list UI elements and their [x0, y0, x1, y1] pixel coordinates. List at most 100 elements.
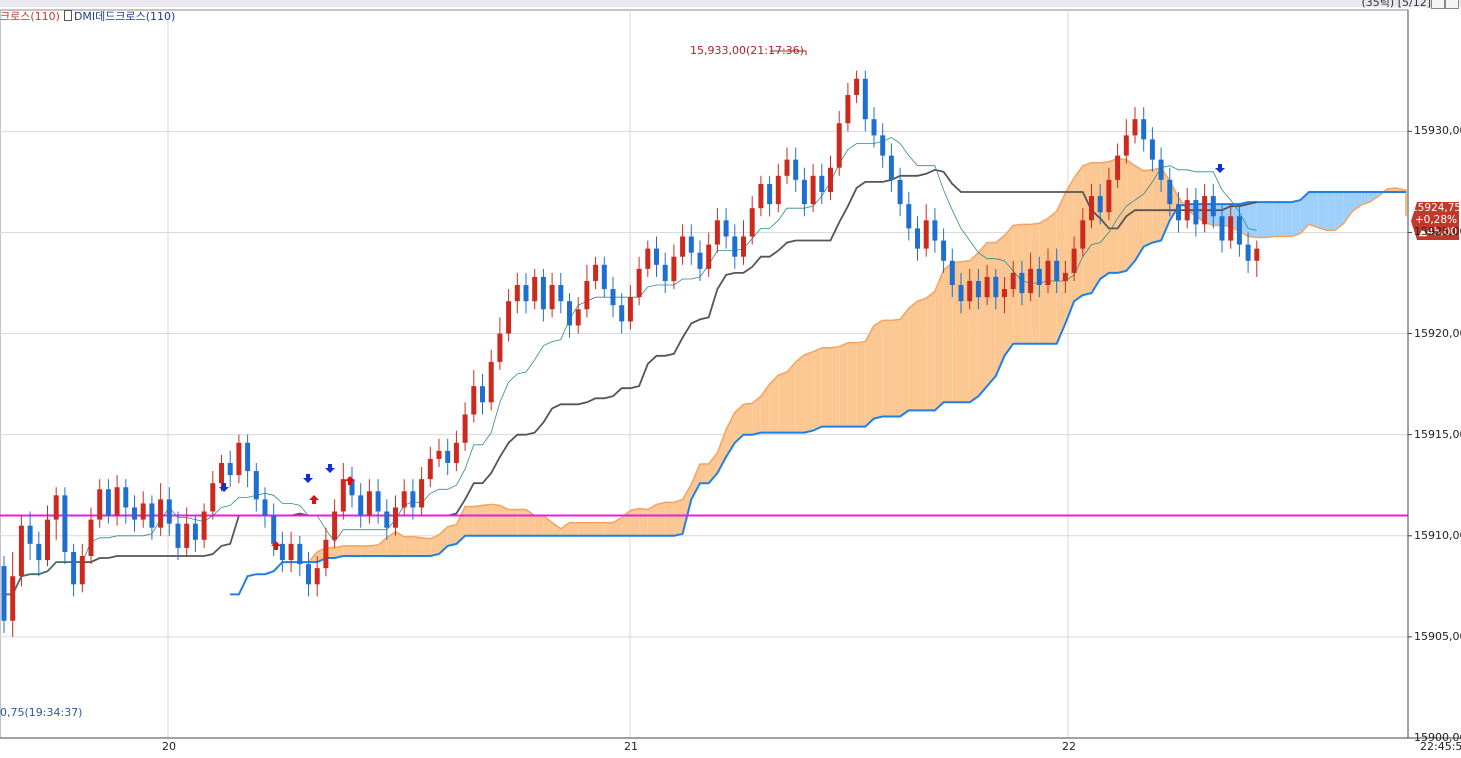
candle	[184, 523, 190, 548]
candle	[123, 487, 129, 508]
candle	[775, 175, 781, 205]
candle	[558, 285, 564, 302]
ichimoku-cloud	[926, 291, 935, 411]
high-marker-line	[770, 50, 807, 55]
ichimoku-cloud	[334, 545, 344, 559]
ichimoku-cloud	[621, 510, 631, 536]
candle	[993, 276, 999, 298]
ichimoku-cloud	[1048, 211, 1057, 344]
candle	[723, 220, 729, 237]
candle	[645, 248, 651, 269]
candle	[488, 361, 494, 403]
candle	[1245, 244, 1251, 261]
ichimoku-cloud	[847, 342, 857, 427]
candle	[453, 442, 459, 463]
candle	[271, 515, 277, 544]
candle	[166, 499, 172, 524]
candle	[828, 167, 833, 192]
candle	[88, 519, 94, 556]
ichimoku-cloud	[1004, 225, 1014, 356]
candle	[358, 495, 364, 516]
candle	[1062, 272, 1068, 281]
ichimoku-cloud	[700, 463, 709, 484]
ichimoku-cloud	[1361, 192, 1370, 206]
y-tick-label: 15925,00	[1414, 225, 1461, 239]
ichimoku-cloud	[987, 242, 996, 387]
candle	[915, 228, 920, 249]
ichimoku-cloud	[908, 301, 918, 411]
candle	[923, 220, 929, 249]
restore-button[interactable]	[1431, 0, 1445, 9]
ichimoku-cloud	[656, 502, 666, 536]
ichimoku-cloud	[1117, 158, 1127, 273]
legend-dmi-dead-cross: DMI데드크로스(110)	[73, 10, 176, 23]
candle	[1193, 200, 1199, 225]
ichimoku-cloud	[543, 515, 553, 536]
ichimoku-cloud	[1309, 192, 1318, 228]
ichimoku-cloud	[1039, 218, 1048, 344]
candle	[801, 179, 807, 205]
y-tick-label: 15905,00	[1414, 629, 1461, 643]
candle	[810, 175, 816, 205]
candle	[532, 276, 538, 302]
candle	[132, 507, 137, 520]
candle	[1010, 272, 1016, 290]
y-tick-label: 15915,00	[1414, 427, 1461, 441]
candle	[62, 495, 68, 552]
ichimoku-cloud	[552, 522, 561, 536]
candle	[549, 285, 555, 310]
candle	[688, 236, 694, 253]
candle	[332, 511, 338, 540]
ichimoku-cloud	[447, 524, 457, 546]
candle	[732, 236, 738, 257]
ichimoku-cloud	[482, 504, 492, 536]
legend-golden-cross: 크로스(110)	[0, 10, 60, 23]
candle	[601, 264, 607, 290]
ichimoku-cloud	[595, 522, 605, 536]
candle	[1080, 220, 1086, 249]
ichimoku-cloud	[717, 429, 727, 474]
ichimoku-cloud	[1248, 202, 1257, 238]
candle	[888, 155, 894, 180]
ichimoku-cloud	[760, 384, 770, 433]
candle	[540, 276, 546, 310]
ichimoku-cloud	[1326, 192, 1336, 231]
ichimoku-cloud	[499, 505, 509, 536]
ichimoku-cloud	[804, 351, 814, 433]
candle	[340, 479, 346, 512]
ichimoku-cloud	[352, 545, 361, 556]
candle	[671, 256, 677, 281]
candle	[1, 566, 7, 621]
ichimoku-cloud	[813, 347, 822, 431]
change-amount: ▲45,00	[1418, 226, 1457, 238]
candle	[697, 252, 703, 269]
candle	[497, 333, 503, 362]
candle	[480, 386, 485, 403]
candle	[419, 479, 425, 508]
candle	[784, 159, 790, 176]
x-tick-label: 21	[624, 740, 638, 753]
ichimoku-cloud	[534, 515, 544, 536]
candle	[767, 183, 773, 205]
candle	[880, 135, 886, 156]
ichimoku-cloud	[882, 320, 892, 417]
ichimoku-cloud	[1065, 177, 1075, 324]
ichimoku-cloud	[343, 545, 352, 556]
candle	[97, 489, 103, 520]
candle	[10, 576, 16, 621]
candle	[714, 220, 720, 245]
close-button[interactable]	[1445, 0, 1459, 9]
ichimoku-cloud	[934, 269, 944, 411]
candle	[445, 450, 451, 463]
candle	[514, 285, 520, 302]
candle	[584, 280, 590, 310]
candle	[36, 543, 42, 561]
ichimoku-cloud	[708, 452, 718, 484]
candle	[53, 495, 59, 520]
candle	[1115, 155, 1121, 180]
ichimoku-cloud	[404, 536, 413, 556]
candle	[236, 442, 242, 476]
candle	[1089, 196, 1094, 221]
ichimoku-cloud	[604, 522, 613, 536]
